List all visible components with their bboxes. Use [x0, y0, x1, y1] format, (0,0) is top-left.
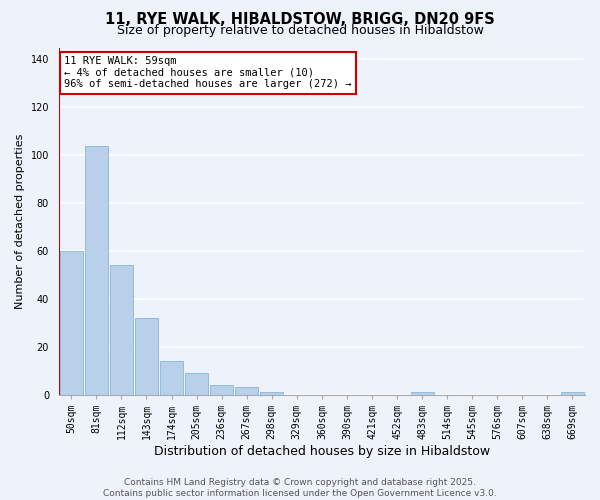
Bar	[85, 146, 108, 394]
Bar	[410, 392, 434, 394]
Bar	[260, 392, 283, 394]
Bar	[135, 318, 158, 394]
X-axis label: Distribution of detached houses by size in Hibaldstow: Distribution of detached houses by size …	[154, 444, 490, 458]
Bar	[210, 385, 233, 394]
Bar	[110, 266, 133, 394]
Text: 11 RYE WALK: 59sqm
← 4% of detached houses are smaller (10)
96% of semi-detached: 11 RYE WALK: 59sqm ← 4% of detached hous…	[64, 56, 352, 90]
Bar	[185, 373, 208, 394]
Text: Size of property relative to detached houses in Hibaldstow: Size of property relative to detached ho…	[116, 24, 484, 37]
Bar	[160, 361, 183, 394]
Bar	[60, 251, 83, 394]
Text: Contains HM Land Registry data © Crown copyright and database right 2025.
Contai: Contains HM Land Registry data © Crown c…	[103, 478, 497, 498]
Text: 11, RYE WALK, HIBALDSTOW, BRIGG, DN20 9FS: 11, RYE WALK, HIBALDSTOW, BRIGG, DN20 9F…	[105, 12, 495, 28]
Bar	[235, 388, 258, 394]
Y-axis label: Number of detached properties: Number of detached properties	[15, 134, 25, 309]
Bar	[561, 392, 584, 394]
